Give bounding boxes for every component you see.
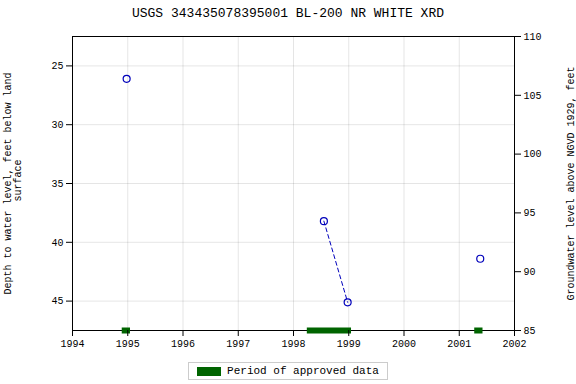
svg-text:2001: 2001	[447, 339, 471, 350]
svg-text:1996: 1996	[171, 339, 195, 350]
html-text:Period of approved data: Period of approved data	[227, 365, 379, 377]
svg-text:105: 105	[524, 91, 542, 102]
svg-text:2000: 2000	[392, 339, 416, 350]
svg-text:95: 95	[524, 208, 536, 219]
svg-text:1997: 1997	[226, 339, 250, 350]
svg-text:1995: 1995	[116, 339, 140, 350]
svg-text:Groundwater level above NGVD 1: Groundwater level above NGVD 1929, feet	[566, 66, 576, 300]
svg-text:35: 35	[51, 179, 63, 190]
svg-text:1999: 1999	[337, 339, 361, 350]
html-text:USGS 343435078395001 BL-200 NR: USGS 343435078395001 BL-200 NR WHITE XRD	[132, 6, 444, 21]
svg-text:110: 110	[524, 32, 542, 43]
svg-text:Depth to water level, feet bel: Depth to water level, feet below land su…	[3, 72, 24, 294]
svg-text:30: 30	[51, 120, 63, 131]
svg-text:25: 25	[51, 61, 63, 72]
svg-text:85: 85	[524, 326, 536, 337]
svg-text:40: 40	[51, 238, 63, 249]
svg-text:100: 100	[524, 149, 542, 160]
svg-text:1998: 1998	[281, 339, 305, 350]
svg-text:45: 45	[51, 296, 63, 307]
svg-text:2002: 2002	[502, 339, 526, 350]
svg-text:1994: 1994	[60, 339, 84, 350]
svg-text:90: 90	[524, 267, 536, 278]
